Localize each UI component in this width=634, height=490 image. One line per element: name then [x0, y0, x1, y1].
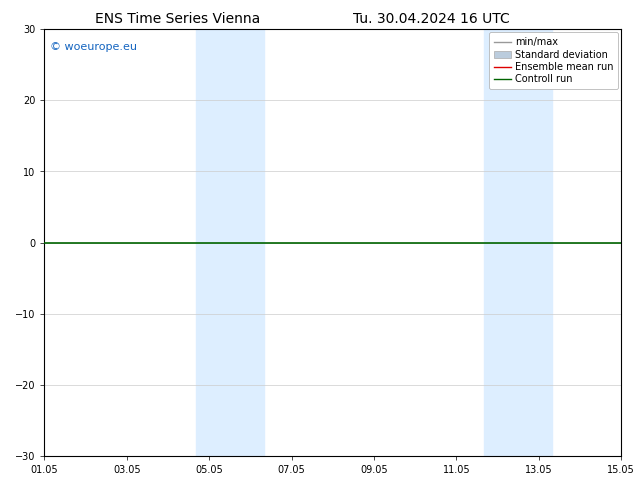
Text: ENS Time Series Vienna: ENS Time Series Vienna: [95, 12, 260, 26]
Bar: [484, 29, 552, 456]
Text: © woeurope.eu: © woeurope.eu: [50, 42, 137, 52]
Legend: min/max, Standard deviation, Ensemble mean run, Controll run: min/max, Standard deviation, Ensemble me…: [489, 32, 618, 89]
Bar: [196, 29, 264, 456]
Text: Tu. 30.04.2024 16 UTC: Tu. 30.04.2024 16 UTC: [353, 12, 510, 26]
